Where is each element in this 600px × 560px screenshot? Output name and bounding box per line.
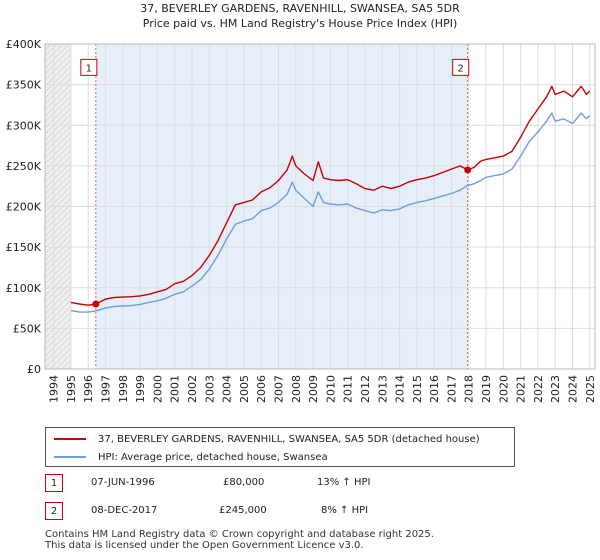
legend-swatch-hpi <box>54 456 86 458</box>
legend-label-hpi: HPI: Average price, detached house, Swan… <box>98 451 328 463</box>
transaction-badge: 2 <box>45 502 63 520</box>
hatch-line <box>45 77 71 105</box>
footer: Contains HM Land Registry data © Crown c… <box>45 529 434 551</box>
y-tick-label: £250K <box>6 160 42 173</box>
hatch-line <box>45 83 71 111</box>
sale-label-box <box>80 58 98 76</box>
x-tick-label: 1996 <box>82 375 95 403</box>
x-tick-label: 2018 <box>463 375 476 403</box>
x-tick-label: 2023 <box>549 375 562 403</box>
footer-copyright: Contains HM Land Registry data © Crown c… <box>45 529 434 540</box>
x-tick-label: 2008 <box>290 375 303 403</box>
y-tick-label: £300K <box>6 119 42 132</box>
y-tick-label: £150K <box>6 241 42 254</box>
y-tick-label: £100K <box>6 282 42 295</box>
x-tick-label: 2024 <box>567 375 580 403</box>
x-tick-label: 1997 <box>100 375 113 403</box>
plot-frame <box>44 43 596 370</box>
x-tick-label: 2017 <box>445 375 458 403</box>
hatch-line <box>45 89 71 117</box>
x-tick-label: 1998 <box>117 375 130 403</box>
x-tick-label: 2016 <box>428 375 441 403</box>
x-tick-label: 2009 <box>307 375 320 403</box>
x-tick-label: 2021 <box>515 375 528 403</box>
series-line-hpi <box>70 112 591 313</box>
series-line-property <box>70 85 591 306</box>
hatch-line <box>45 311 71 339</box>
sale-label-box <box>452 58 470 76</box>
hatch-line <box>45 95 71 123</box>
y-tick-label: £50K <box>13 322 42 335</box>
footer-licence: This data is licensed under the Open Gov… <box>45 540 364 551</box>
chart-subtitle: Price paid vs. HM Land Registry's House … <box>143 17 458 30</box>
x-tick-label: 2022 <box>532 375 545 403</box>
legend-item-property: 37, BEVERLEY GARDENS, RAVENHILL, SWANSEA… <box>54 431 480 447</box>
x-tick-label: 2007 <box>272 375 285 403</box>
transaction-hpi: 13% ↑ HPI <box>317 477 371 488</box>
transaction-date: 08-DEC-2017 <box>91 505 158 516</box>
x-tick-label: 1999 <box>134 375 147 403</box>
sale-label-number: 2 <box>458 63 464 74</box>
y-tick-label: £200K <box>6 201 42 214</box>
x-tick-label: 2010 <box>324 375 337 403</box>
x-tick-label: 2012 <box>359 375 372 403</box>
transaction-price: £245,000 <box>219 505 267 516</box>
x-tick-label: 2006 <box>255 375 268 403</box>
legend-item-hpi: HPI: Average price, detached house, Swan… <box>54 449 328 465</box>
price-chart: 37, BEVERLEY GARDENS, RAVENHILL, SWANSEA… <box>6 2 597 403</box>
x-tick-label: 2004 <box>221 375 234 403</box>
legend: 37, BEVERLEY GARDENS, RAVENHILL, SWANSEA… <box>45 427 515 467</box>
x-tick-label: 2025 <box>584 375 597 403</box>
x-tick-label: 2002 <box>186 375 199 403</box>
hatch-line <box>45 293 71 321</box>
x-tick-label: 2014 <box>394 375 407 403</box>
y-tick-label: £0 <box>27 363 41 376</box>
transaction-badge: 1 <box>45 474 63 492</box>
transaction-date: 07-JUN-1996 <box>91 477 155 488</box>
x-tick-label: 1995 <box>65 375 78 403</box>
x-tick-label: 2011 <box>342 375 355 403</box>
x-tick-label: 2020 <box>497 375 510 403</box>
x-tick-label: 2000 <box>151 375 164 403</box>
hatch-line <box>45 299 71 327</box>
x-tick-label: 2013 <box>376 375 389 403</box>
legend-label-property: 37, BEVERLEY GARDENS, RAVENHILL, SWANSEA… <box>98 433 480 445</box>
sale-point <box>92 300 100 308</box>
transaction-hpi: 8% ↑ HPI <box>321 505 369 516</box>
y-tick-label: £350K <box>6 79 42 92</box>
legend-swatch-property <box>54 438 86 440</box>
sale-point <box>464 166 472 174</box>
x-tick-label: 2005 <box>238 375 251 403</box>
transaction-price: £80,000 <box>223 477 265 488</box>
y-tick-label: £400K <box>6 38 42 51</box>
x-tick-label: 1994 <box>48 375 61 403</box>
x-tick-label: 2019 <box>480 375 493 403</box>
sale-label-number: 1 <box>86 63 92 74</box>
x-tick-label: 2015 <box>411 375 424 403</box>
x-tick-label: 2003 <box>203 375 216 403</box>
hatch-line <box>45 305 71 333</box>
chart-title: 37, BEVERLEY GARDENS, RAVENHILL, SWANSEA… <box>140 2 460 15</box>
x-tick-label: 2001 <box>169 375 182 403</box>
